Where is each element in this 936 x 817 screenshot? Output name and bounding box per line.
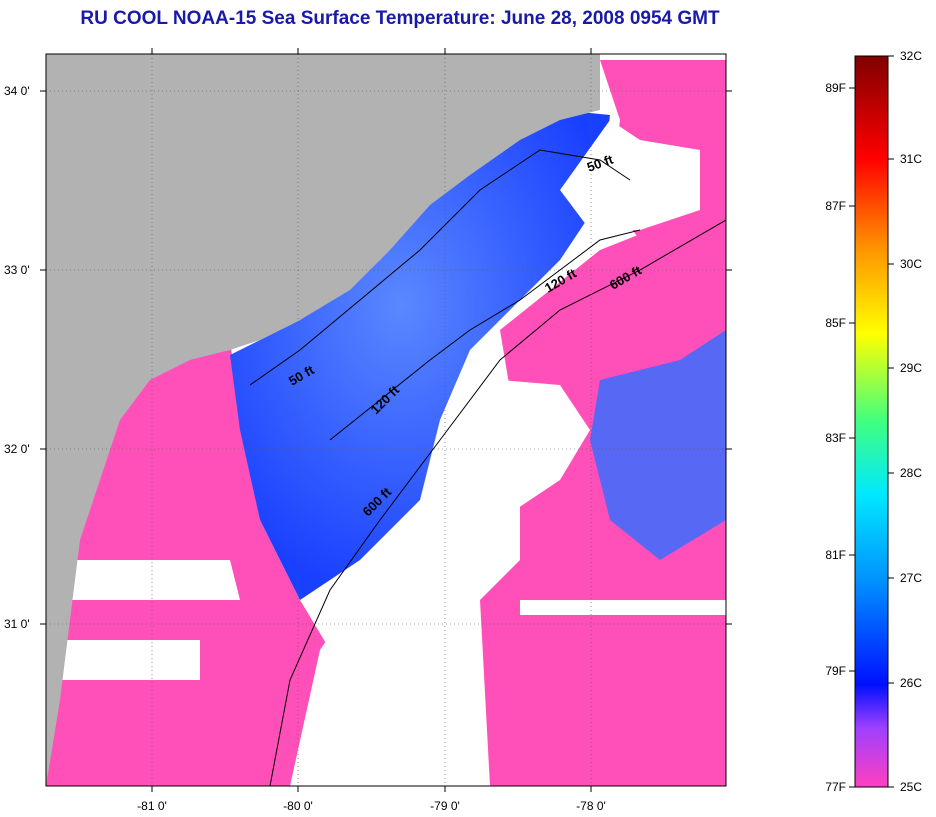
cool-shelf-water — [230, 110, 610, 600]
colorbar: 32C 31C 30C 29C 28C 27C 26C 25C 89F 87F … — [825, 49, 922, 794]
axis-ticks — [40, 48, 732, 792]
isobaths — [249, 149, 726, 786]
colorbar-fahrenheit-label: 81F — [825, 548, 846, 562]
colorbar-fahrenheit-label: 79F — [825, 664, 846, 678]
cloud-region-cape — [560, 120, 700, 230]
colorbar-celsius-label: 30C — [900, 257, 922, 271]
lat-label: 33 0' — [4, 263, 30, 277]
colorbar-celsius-label: 26C — [900, 676, 922, 690]
colorbar-fahrenheit-label: 83F — [825, 431, 846, 445]
colorbar-fahrenheit-label: 77F — [825, 780, 846, 794]
lat-label: 31 0' — [4, 617, 30, 631]
lon-label: -81 0' — [137, 799, 167, 813]
colorbar-fahrenheit-label: 89F — [825, 81, 846, 95]
colorbar-celsius-label: 29C — [900, 361, 922, 375]
sst-map: 50 ft 120 ft 600 ft 50 ft 120 ft 600 ft — [46, 54, 726, 786]
colorbar-celsius-label: 27C — [900, 571, 922, 585]
map-title: RU COOL NOAA-15 Sea Surface Temperature:… — [80, 8, 720, 29]
colorbar-fahrenheit-label: 85F — [825, 316, 846, 330]
colorbar-scale — [854, 55, 889, 788]
colorbar-celsius-label: 32C — [900, 49, 922, 63]
lat-label: 34 0' — [4, 84, 30, 98]
warm-water-offshore — [480, 200, 726, 786]
cloud-band-east — [520, 600, 726, 615]
isobath-120ft — [329, 229, 641, 441]
cloud-band-south — [46, 560, 240, 600]
colorbar-celsius-label: 28C — [900, 466, 922, 480]
cool-water-east — [590, 330, 726, 560]
lon-label: -80 0' — [283, 799, 313, 813]
isobath-50ft — [249, 149, 631, 386]
cloud-band-south-2 — [60, 640, 200, 680]
colorbar-celsius-label: 25C — [900, 780, 922, 794]
land-mass — [46, 54, 600, 786]
graticule — [46, 54, 726, 786]
map-frame — [45, 53, 727, 787]
lat-label: 32 0' — [4, 442, 30, 456]
colorbar-fahrenheit-label: 87F — [825, 199, 846, 213]
colorbar-celsius-label: 31C — [900, 152, 922, 166]
lon-label: -78 0' — [576, 799, 606, 813]
cloud-region-offshore — [290, 380, 590, 786]
lon-label: -79 0' — [430, 799, 460, 813]
isobath-600ft — [269, 219, 726, 786]
